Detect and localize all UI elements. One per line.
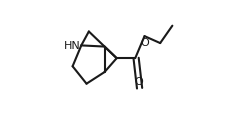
Text: HN: HN: [63, 41, 80, 51]
Text: O: O: [140, 38, 149, 48]
Text: O: O: [134, 76, 143, 86]
